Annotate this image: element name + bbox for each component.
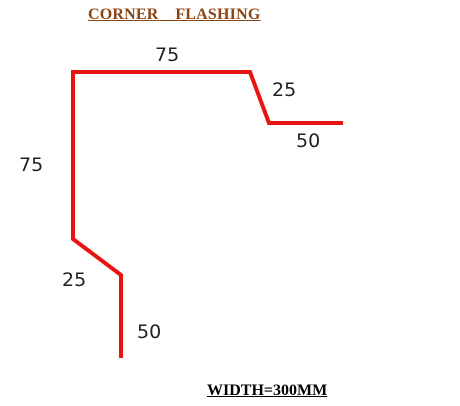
dim-label-top-return: 50	[296, 130, 321, 152]
dim-label-bottom-slope: 25	[62, 269, 87, 291]
width-label: WIDTH=300MM	[207, 382, 328, 399]
dim-label-top-slope: 25	[272, 79, 297, 101]
flashing-profile-line	[71, 70, 343, 358]
dim-label-vertical-side: 75	[19, 154, 44, 176]
dim-label-bottom-return: 50	[137, 321, 162, 343]
diagram-title: CORNER FLASHING	[88, 6, 261, 23]
dim-label-top-flange: 75	[155, 44, 180, 66]
